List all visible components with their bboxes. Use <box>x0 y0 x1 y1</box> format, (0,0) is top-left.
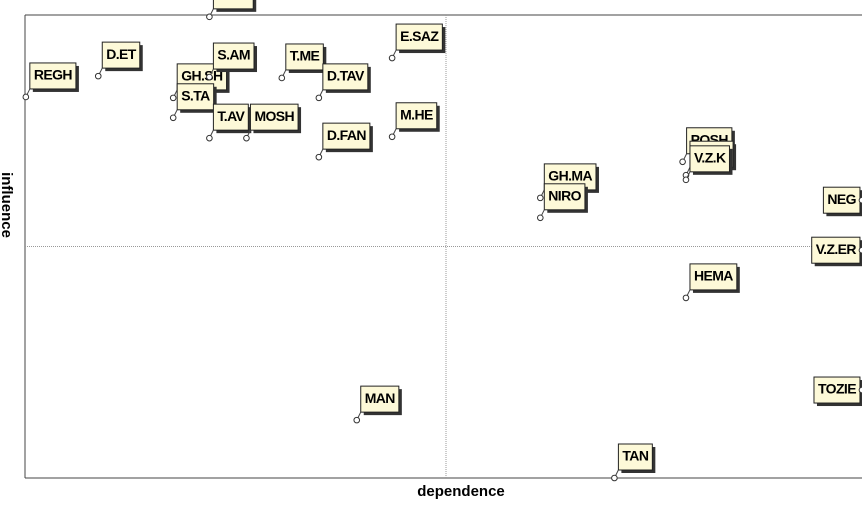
label-box <box>543 183 586 211</box>
label-box <box>212 0 254 10</box>
point <box>169 94 177 102</box>
point <box>388 133 396 141</box>
label-box <box>689 263 738 291</box>
point <box>353 416 361 424</box>
point-label: S.AM <box>208 42 258 78</box>
label-box <box>360 385 400 413</box>
point-label: D.TAV <box>318 63 371 99</box>
point-label-text: S.AM <box>217 47 250 63</box>
point <box>679 158 686 166</box>
point-label: M.HE <box>391 102 440 137</box>
point-label-text: S.TA <box>181 87 210 103</box>
point <box>206 73 213 81</box>
x-axis-title: dependence <box>417 483 505 500</box>
point <box>682 294 690 302</box>
point-label: V.Z.ER <box>811 236 862 267</box>
label-box <box>617 443 653 471</box>
label-box <box>285 43 324 71</box>
point-label: E.SAZ <box>391 23 446 59</box>
y-axis-title: influence <box>0 172 15 238</box>
point-label: MOSH <box>245 103 302 139</box>
point-label-text: MAN <box>365 390 396 406</box>
point-label-text: HEMA <box>694 268 733 284</box>
point <box>388 54 396 62</box>
point-label: NEG <box>822 186 862 217</box>
label-box <box>101 41 141 69</box>
point-label: REGH <box>25 62 79 98</box>
label-box <box>322 122 371 150</box>
point-label: MAN <box>356 385 402 421</box>
point-label-text: D.BA <box>217 0 249 3</box>
point-label-text: V.Z.ER <box>816 241 857 257</box>
point <box>206 134 213 142</box>
point-label-text: T.ME <box>290 48 320 64</box>
point-label-text: V.Z.K <box>694 150 726 166</box>
point-label-text: T.AV <box>217 108 245 124</box>
label-box <box>395 102 438 130</box>
point-label-text: TAN <box>622 448 648 464</box>
point-label: HEMA <box>685 263 740 299</box>
point <box>169 114 177 122</box>
point-label-text: GH.MA <box>548 168 592 184</box>
point-label: T.AV <box>208 103 252 139</box>
label-box <box>29 62 77 90</box>
point-label-text: GH.SH <box>181 68 223 84</box>
point-label-text: NEG <box>827 191 856 207</box>
label-box <box>813 376 861 404</box>
point <box>22 93 30 101</box>
label-box <box>212 42 255 70</box>
point-label: V.Z.K <box>685 145 733 181</box>
point <box>315 153 323 161</box>
point-label-text: M.HE <box>400 106 433 122</box>
point-label-text: D.ET <box>106 46 137 62</box>
point-label: TAN <box>613 443 656 479</box>
point-label: TOZIE <box>813 376 862 407</box>
point <box>278 74 286 82</box>
point <box>206 13 213 21</box>
point-label: T.ME <box>281 43 327 79</box>
point-label: NIRO <box>539 183 588 219</box>
point-label: D.FAN <box>318 122 373 158</box>
point <box>537 214 544 222</box>
point-label: S.TA <box>172 83 217 119</box>
point-label-text: D.FAN <box>327 127 366 143</box>
point <box>94 72 102 80</box>
label-box <box>212 103 249 131</box>
label-box <box>322 63 369 91</box>
point <box>315 94 323 102</box>
point-label-text: REGH <box>34 67 73 83</box>
point-label-text: NIRO <box>548 187 581 203</box>
point <box>537 194 544 202</box>
label-box <box>249 103 299 131</box>
point-label-text: MOSH <box>254 108 294 124</box>
point-label-text: TOZIE <box>818 381 856 397</box>
point <box>243 134 250 142</box>
label-box <box>395 23 443 51</box>
point-label: D.ET <box>97 41 143 77</box>
point-label: D.BA <box>208 0 257 18</box>
point <box>682 176 690 184</box>
point <box>611 474 618 482</box>
label-box <box>176 83 215 111</box>
label-box <box>689 145 730 173</box>
point-label-text: E.SAZ <box>400 28 439 44</box>
point-label-text: D.TAV <box>327 68 365 84</box>
